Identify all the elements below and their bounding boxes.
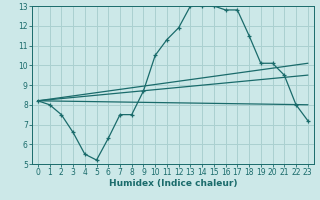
X-axis label: Humidex (Indice chaleur): Humidex (Indice chaleur): [108, 179, 237, 188]
